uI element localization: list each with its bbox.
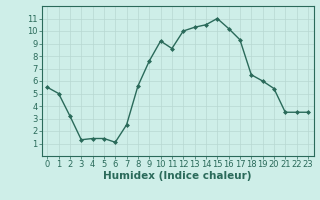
X-axis label: Humidex (Indice chaleur): Humidex (Indice chaleur) [103, 171, 252, 181]
